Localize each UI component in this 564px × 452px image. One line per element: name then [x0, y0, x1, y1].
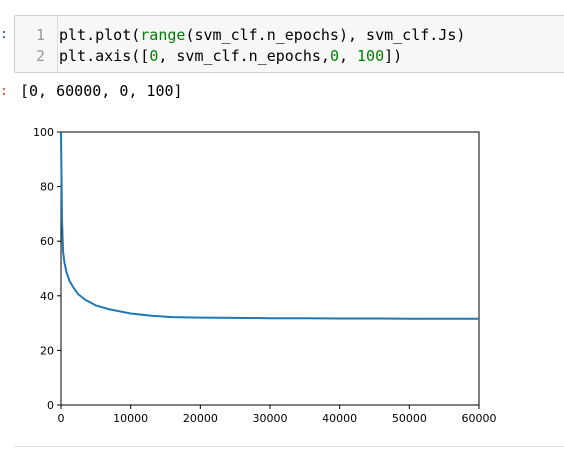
- y-tick-label: 100: [33, 126, 54, 139]
- code-token-number: 0: [149, 47, 159, 65]
- code-line-2: 2 plt.axis([0, svm_clf.n_epochs,0, 100]): [15, 46, 402, 66]
- x-tick-label: 50000: [392, 412, 427, 425]
- code-token-number: 0: [329, 47, 339, 65]
- code-token: (svm_clf.n_epochs), svm_clf.Js): [185, 26, 466, 44]
- y-tick-label: 0: [47, 399, 54, 412]
- cell-input-prompt: :: [0, 27, 8, 42]
- code-token: ]): [384, 47, 403, 65]
- line-number-gutter: [57, 16, 58, 72]
- line-number: 1: [35, 26, 45, 44]
- x-tick-label: 30000: [253, 412, 288, 425]
- code-token: , svm_clf.n_epochs,: [158, 47, 330, 65]
- x-tick-label: 0: [58, 412, 65, 425]
- code-token: ,: [338, 47, 358, 65]
- cell-output-prompt: :: [0, 84, 8, 99]
- x-tick-label: 20000: [183, 412, 218, 425]
- code-line-1: 1 plt.plot(range(svm_clf.n_epochs), svm_c…: [15, 25, 465, 45]
- y-tick-label: 80: [40, 181, 54, 194]
- cell-divider: [14, 446, 564, 447]
- y-tick-label: 60: [40, 235, 54, 248]
- y-tick-label: 40: [40, 290, 54, 303]
- code-token: plt.plot(: [59, 26, 141, 44]
- cell-output-text: [0, 60000, 0, 100]: [20, 82, 183, 100]
- line-number: 2: [35, 47, 45, 65]
- code-cell-input[interactable]: 1 plt.plot(range(svm_clf.n_epochs), svm_c…: [14, 15, 564, 73]
- code-token: plt.axis([: [59, 47, 150, 65]
- line-chart: 0 10000 20000 30000 40000 50000 60000 0 20 40 60 80…: [33, 126, 497, 425]
- code-token-builtin: range: [140, 26, 186, 44]
- series-line: [60, 131, 479, 320]
- x-tick-label: 60000: [462, 412, 497, 425]
- code-token-number: 100: [357, 47, 385, 65]
- x-tick-label: 10000: [113, 412, 148, 425]
- plot-frame: [60, 131, 480, 406]
- x-tick-label: 40000: [322, 412, 357, 425]
- y-tick-label: 20: [40, 344, 54, 357]
